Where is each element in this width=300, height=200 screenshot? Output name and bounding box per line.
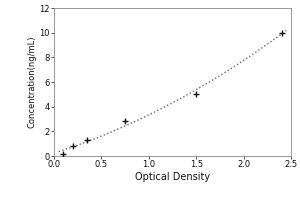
Y-axis label: Concentration(ng/mL): Concentration(ng/mL) bbox=[28, 36, 37, 128]
X-axis label: Optical Density: Optical Density bbox=[135, 172, 210, 182]
